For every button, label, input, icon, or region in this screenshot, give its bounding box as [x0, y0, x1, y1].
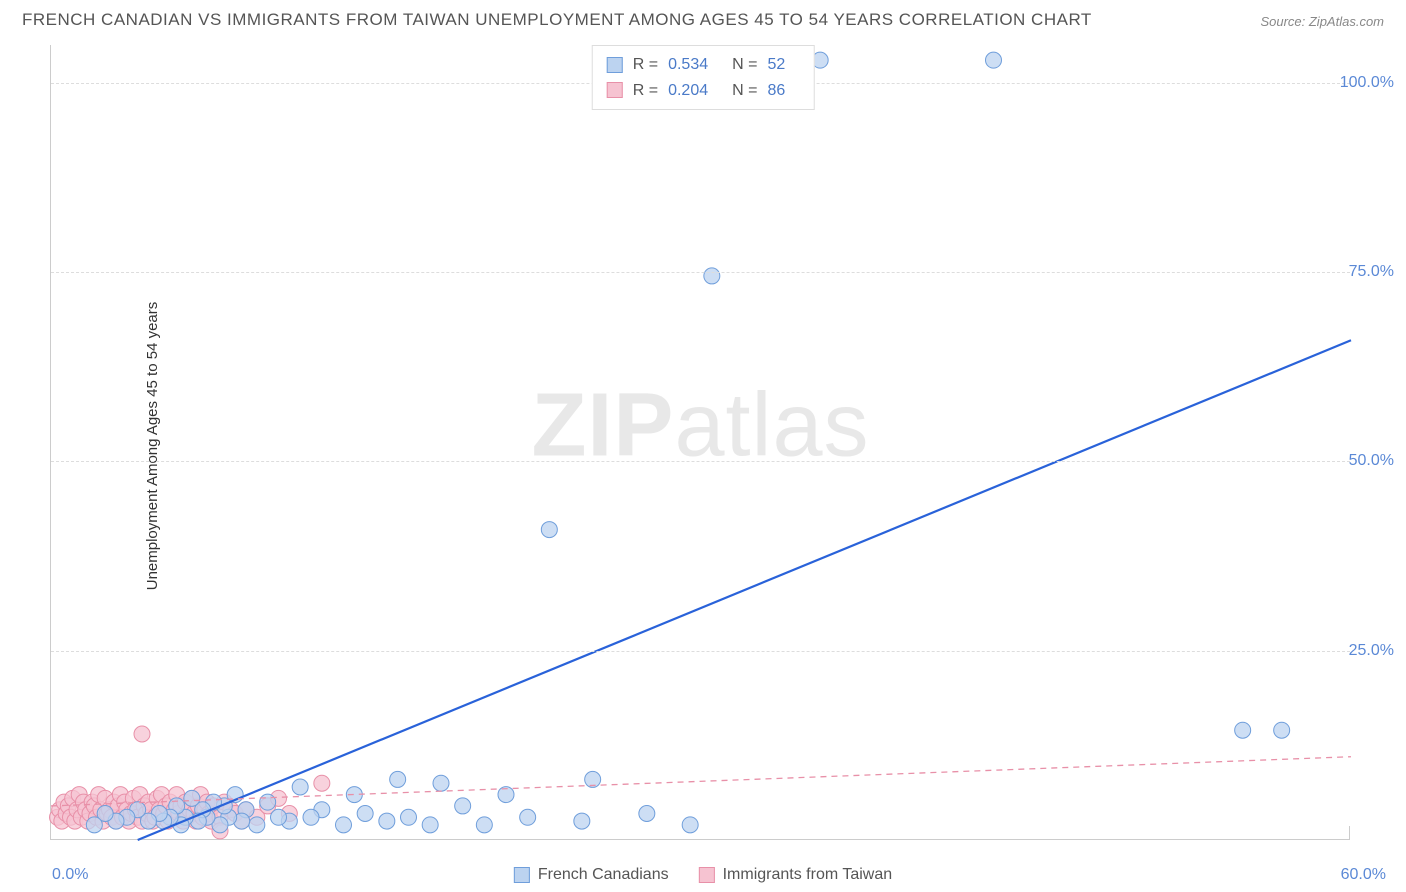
stats-row-0: R = 0.534 N = 52 — [607, 52, 800, 78]
y-tick-label: 50.0% — [1349, 452, 1394, 470]
scatter-point — [682, 817, 698, 833]
legend-label-1: Immigrants from Taiwan — [723, 866, 893, 884]
scatter-point — [249, 817, 265, 833]
scatter-point — [357, 806, 373, 822]
scatter-point — [184, 790, 200, 806]
scatter-point — [260, 794, 276, 810]
n-label-1: N = — [732, 78, 757, 104]
legend-swatch-1 — [699, 867, 715, 883]
legend-item-1: Immigrants from Taiwan — [699, 866, 893, 884]
stats-row-1: R = 0.204 N = 86 — [607, 78, 800, 104]
n-value-0: 52 — [767, 52, 785, 78]
scatter-point — [433, 775, 449, 791]
scatter-svg — [51, 45, 1350, 839]
scatter-point — [336, 817, 352, 833]
scatter-point — [520, 809, 536, 825]
scatter-point — [271, 809, 287, 825]
scatter-point — [134, 726, 150, 742]
x-tick-min: 0.0% — [52, 866, 88, 884]
bottom-legend: French Canadians Immigrants from Taiwan — [514, 866, 892, 884]
chart-title: FRENCH CANADIAN VS IMMIGRANTS FROM TAIWA… — [22, 10, 1092, 30]
scatter-point — [986, 52, 1002, 68]
scatter-point — [303, 809, 319, 825]
scatter-point — [704, 268, 720, 284]
n-label-0: N = — [732, 52, 757, 78]
scatter-point — [455, 798, 471, 814]
r-label-0: R = — [633, 52, 658, 78]
scatter-point — [314, 775, 330, 791]
plot-area: ZIPatlas — [50, 45, 1350, 840]
y-tick-label: 100.0% — [1340, 74, 1394, 92]
n-value-1: 86 — [767, 78, 785, 104]
y-tick-label: 25.0% — [1349, 642, 1394, 660]
scatter-point — [639, 806, 655, 822]
r-value-0: 0.534 — [668, 52, 708, 78]
scatter-point — [574, 813, 590, 829]
swatch-1 — [607, 82, 623, 98]
scatter-point — [379, 813, 395, 829]
scatter-point — [812, 52, 828, 68]
scatter-point — [86, 817, 102, 833]
r-value-1: 0.204 — [668, 78, 708, 104]
legend-swatch-0 — [514, 867, 530, 883]
gridline — [51, 651, 1350, 652]
gridline — [51, 272, 1350, 273]
scatter-point — [1274, 722, 1290, 738]
r-label-1: R = — [633, 78, 658, 104]
scatter-point — [422, 817, 438, 833]
legend-label-0: French Canadians — [538, 866, 669, 884]
y-tick-label: 75.0% — [1349, 263, 1394, 281]
scatter-point — [401, 809, 417, 825]
trend-line — [138, 340, 1351, 840]
swatch-0 — [607, 57, 623, 73]
stats-box: R = 0.534 N = 52 R = 0.204 N = 86 — [592, 45, 815, 110]
scatter-point — [390, 771, 406, 787]
scatter-point — [476, 817, 492, 833]
trend-line — [51, 757, 1351, 806]
source-attribution: Source: ZipAtlas.com — [1260, 14, 1384, 29]
scatter-point — [541, 522, 557, 538]
scatter-point — [292, 779, 308, 795]
x-tick-max: 60.0% — [1341, 866, 1386, 884]
scatter-point — [1235, 722, 1251, 738]
gridline — [51, 461, 1350, 462]
legend-item-0: French Canadians — [514, 866, 669, 884]
